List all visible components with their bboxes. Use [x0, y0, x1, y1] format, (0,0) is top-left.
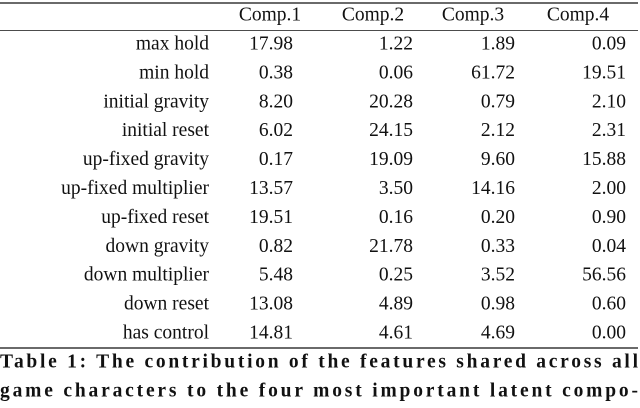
cell-value: 21.78: [369, 236, 413, 257]
column-header: Comp.4: [547, 4, 610, 25]
cell-value: 0.16: [379, 207, 413, 228]
row-label: up-fixed gravity: [83, 149, 209, 170]
row-label: up-fixed reset: [101, 207, 209, 228]
cell-value: 19.51: [249, 207, 293, 228]
cell-value: 4.89: [379, 294, 413, 315]
column-header: Comp.2: [342, 4, 404, 25]
cell-value: 0.09: [592, 33, 626, 54]
cell-value: 8.20: [259, 91, 293, 112]
cell-value: 4.69: [481, 322, 515, 343]
cell-value: 2.00: [592, 178, 626, 199]
cell-value: 0.90: [592, 207, 626, 228]
cell-value: 17.98: [249, 33, 293, 54]
cell-value: 0.17: [259, 149, 293, 170]
cell-value: 13.57: [249, 178, 293, 199]
cell-value: 13.08: [249, 294, 293, 315]
row-label: up-fixed multiplier: [61, 178, 209, 199]
column-header: Comp.1: [239, 4, 301, 25]
cell-value: 5.48: [259, 265, 293, 286]
row-label: initial gravity: [103, 91, 209, 112]
cell-value: 1.22: [379, 33, 413, 54]
cell-value: 0.82: [259, 236, 293, 257]
cell-value: 0.20: [481, 207, 515, 228]
caption-line: Table 1: The contribution of the feature…: [0, 351, 639, 372]
cell-value: 2.31: [592, 120, 626, 141]
cell-value: 0.00: [592, 322, 626, 343]
cell-value: 0.60: [592, 294, 626, 315]
cell-value: 24.15: [369, 120, 413, 141]
cell-value: 0.98: [481, 294, 515, 315]
cell-value: 61.72: [471, 62, 515, 83]
cell-value: 15.88: [582, 149, 626, 170]
cell-value: 20.28: [369, 91, 413, 112]
cell-value: 14.81: [249, 322, 293, 343]
cell-value: 0.33: [481, 236, 515, 257]
caption-line: game characters to the four most importa…: [0, 380, 638, 401]
cell-value: 3.50: [379, 178, 413, 199]
cell-value: 4.61: [379, 322, 413, 343]
cell-value: 56.56: [582, 265, 626, 286]
cell-value: 19.51: [582, 62, 626, 83]
column-header: Comp.3: [442, 4, 504, 25]
row-label: initial reset: [122, 120, 210, 141]
cell-value: 0.79: [481, 91, 515, 112]
cell-value: 1.89: [481, 33, 515, 54]
cell-value: 0.06: [379, 62, 413, 83]
cell-value: 2.10: [592, 91, 626, 112]
cell-value: 14.16: [471, 178, 515, 199]
cell-value: 0.38: [259, 62, 293, 83]
cell-value: 6.02: [259, 120, 293, 141]
row-label: down gravity: [106, 236, 210, 257]
row-label: down reset: [124, 294, 210, 315]
cell-value: 3.52: [481, 265, 515, 286]
cell-value: 2.12: [481, 120, 515, 141]
row-label: min hold: [139, 62, 209, 83]
row-label: max hold: [136, 33, 209, 54]
row-label: down multiplier: [84, 265, 210, 286]
cell-value: 19.09: [369, 149, 413, 170]
cell-value: 9.60: [481, 149, 515, 170]
cell-value: 0.25: [379, 265, 413, 286]
row-label: has control: [123, 322, 210, 343]
cell-value: 0.04: [592, 236, 626, 257]
